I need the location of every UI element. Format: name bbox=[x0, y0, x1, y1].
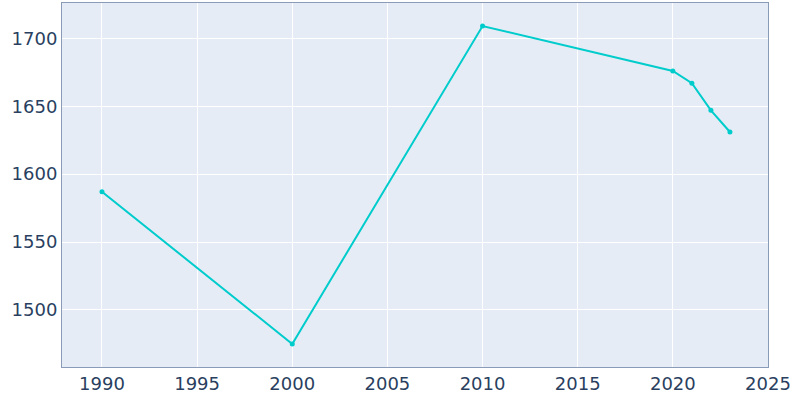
svg-text:1550: 1550 bbox=[12, 231, 58, 252]
svg-text:2020: 2020 bbox=[650, 373, 696, 394]
svg-text:1995: 1995 bbox=[174, 373, 220, 394]
svg-text:2025: 2025 bbox=[745, 373, 791, 394]
svg-text:1650: 1650 bbox=[12, 96, 58, 117]
svg-text:1700: 1700 bbox=[12, 28, 58, 49]
svg-text:2015: 2015 bbox=[555, 373, 601, 394]
svg-text:1500: 1500 bbox=[12, 299, 58, 320]
svg-text:1990: 1990 bbox=[79, 373, 125, 394]
svg-text:2000: 2000 bbox=[269, 373, 315, 394]
svg-text:2010: 2010 bbox=[460, 373, 506, 394]
svg-text:1600: 1600 bbox=[12, 163, 58, 184]
svg-text:2005: 2005 bbox=[365, 373, 411, 394]
